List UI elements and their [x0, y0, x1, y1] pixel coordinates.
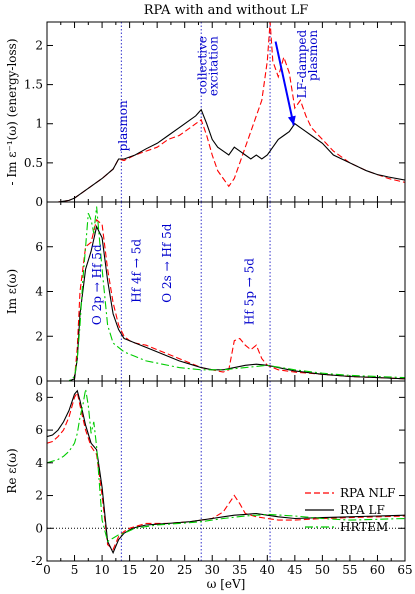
annotation: plasmon	[116, 100, 130, 151]
legend: RPA NLF RPA LF HRTEM	[305, 486, 395, 534]
x-tick-label: 30	[205, 563, 220, 577]
chart-title: RPA with and without LF	[144, 3, 309, 18]
panel-frame	[46, 21, 406, 203]
annotation: Hf 5p → 5d	[243, 258, 257, 325]
y-tick-label: 2	[35, 489, 43, 503]
series-rpa-nlf	[47, 218, 405, 381]
annotation: O 2p → Hf 5d	[90, 244, 104, 325]
x-tick-label: 40	[260, 563, 275, 577]
y-tick-label: 4	[35, 285, 43, 299]
x-tick-label: 55	[342, 563, 357, 577]
x-tick-label: 45	[287, 563, 302, 577]
x-tick-label: 25	[177, 563, 192, 577]
annotation: collective	[196, 36, 210, 94]
series-rpa-lf	[47, 108, 405, 202]
x-tick-label: 10	[94, 563, 109, 577]
panel-2: 0 2 4 6 Im ε(ω) O 2p → Hf 5d Hf 4f → 5d O 2s → …	[5, 201, 406, 388]
panel-frame	[46, 380, 406, 562]
y-tick-label: 2	[35, 329, 43, 343]
annotation: plasmon	[306, 30, 320, 81]
series-hrtem	[47, 389, 405, 543]
panel-1: 0 0.5 1 1.5 2 - Im ε⁻¹(ω) (energy-loss) plasmo…	[5, 21, 406, 209]
series-group	[47, 389, 405, 555]
y-tick-label: 0	[35, 374, 43, 388]
y-axis-label: Re ε(ω)	[5, 448, 19, 493]
arrow-head	[287, 115, 296, 126]
panels: 0 0.5 1 1.5 2 - Im ε⁻¹(ω) (energy-loss) plasmo…	[5, 21, 413, 577]
y-tick-label: 6	[35, 240, 43, 254]
series-group	[47, 22, 405, 202]
y-tick-label: 0	[35, 521, 43, 535]
y-tick-label: 0.5	[24, 156, 43, 170]
x-tick-label: 20	[150, 563, 165, 577]
legend-label: RPA NLF	[340, 486, 395, 500]
series-hrtem	[47, 206, 405, 381]
annotation: O 2s → Hf 5d	[160, 223, 174, 302]
y-axis-label: Im ε(ω)	[5, 269, 19, 314]
annotation: Hf 4f → 5d	[130, 239, 144, 303]
annotation: excitation	[207, 36, 221, 96]
annotation: LF-damped	[295, 30, 309, 99]
x-tick-label: 15	[122, 563, 137, 577]
y-tick-label: 0	[35, 195, 43, 209]
y-tick-label: 1.5	[24, 78, 43, 92]
x-tick-label: 60	[370, 563, 385, 577]
y-tick-label: 4	[35, 456, 43, 470]
x-tick-label: 0	[43, 563, 51, 577]
y-tick-label: 1	[35, 117, 43, 131]
y-tick-label: 2	[35, 38, 43, 52]
series-rpa-lf	[47, 389, 405, 555]
legend-label: HRTEM	[340, 520, 388, 534]
series-rpa-nlf	[47, 390, 405, 551]
series-group	[47, 206, 405, 381]
x-tick-label: 35	[232, 563, 247, 577]
arrow-shaft	[274, 41, 295, 126]
y-axis-label: - Im ε⁻¹(ω) (energy-loss)	[5, 38, 19, 185]
x-tick-label: 50	[315, 563, 330, 577]
x-tick-label: 5	[71, 563, 79, 577]
y-tick-label: -2	[31, 554, 43, 568]
y-tick-label: 8	[35, 390, 43, 404]
legend-label: RPA LF	[340, 503, 385, 517]
series-rpa-nlf	[47, 22, 405, 202]
x-tick-label: 65	[397, 563, 412, 577]
y-tick-label: 6	[35, 423, 43, 437]
x-axis-label: ω [eV]	[207, 577, 246, 591]
